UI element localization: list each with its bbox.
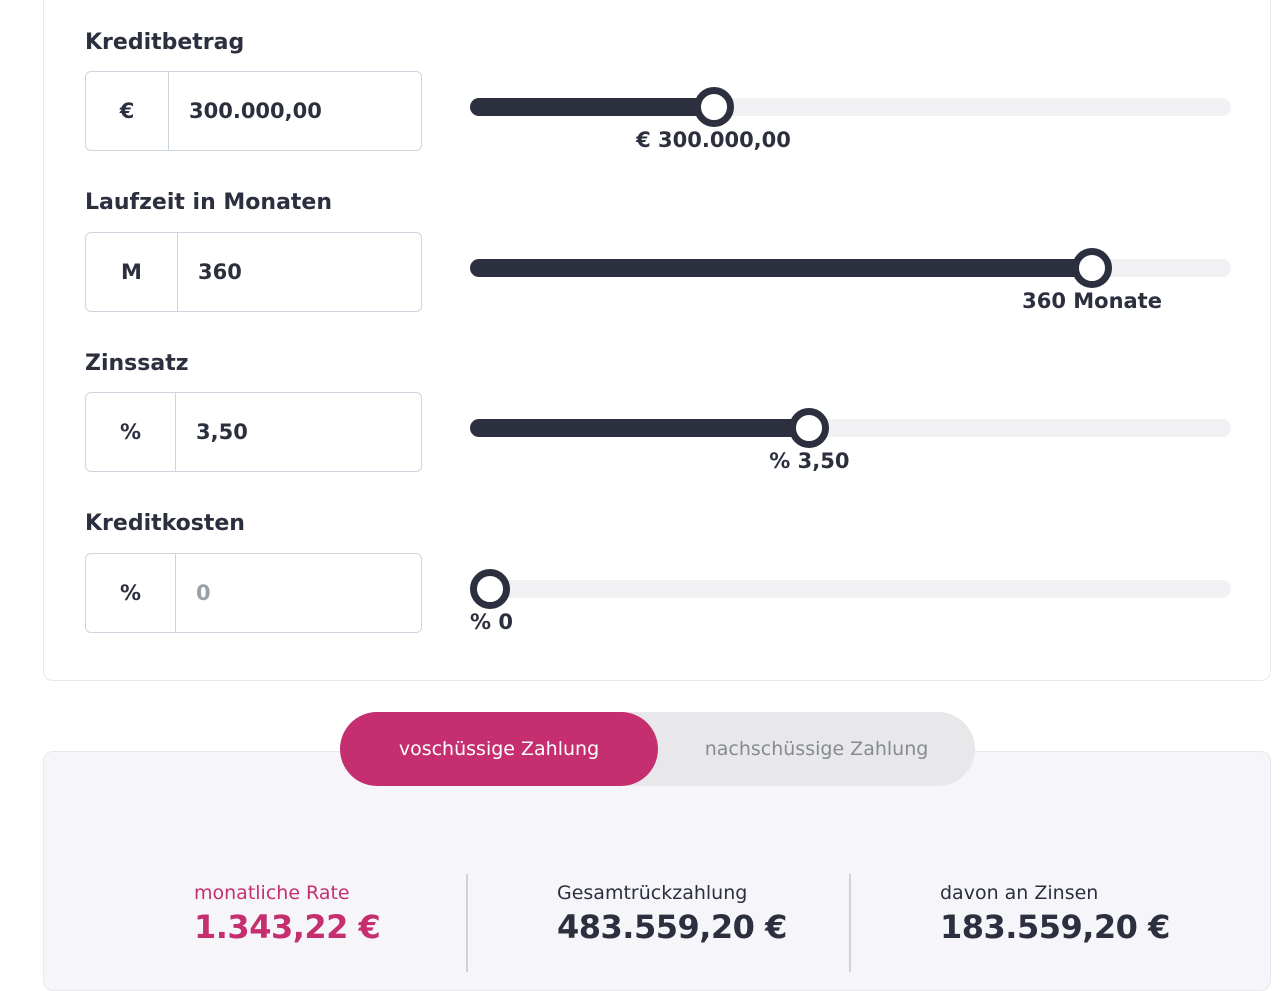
results-panel xyxy=(43,751,1271,991)
term-months-slider[interactable]: 360 Monate xyxy=(470,248,1231,313)
loan-amount-label: Kreditbetrag xyxy=(85,30,245,55)
months-prefix: M xyxy=(86,233,178,311)
term-months-slider-caption: 360 Monate xyxy=(1022,289,1162,313)
credit-costs-label: Kreditkosten xyxy=(85,511,245,536)
credit-costs-slider[interactable]: % 0 xyxy=(470,569,1231,634)
interest-rate-input[interactable] xyxy=(176,393,421,471)
term-months-slider-fill xyxy=(470,259,1093,277)
interest-total-label: davon an Zinsen xyxy=(940,882,1099,904)
credit-costs-input[interactable] xyxy=(176,554,421,632)
payment-timing-toggle: voschüssige Zahlung nachschüssige Zahlun… xyxy=(340,712,975,786)
arrears-payment-option[interactable]: nachschüssige Zahlung xyxy=(704,738,929,760)
interest-rate-slider[interactable]: % 3,50 xyxy=(470,408,1231,473)
credit-costs-slider-thumb[interactable] xyxy=(470,569,510,609)
interest-total-result: davon an Zinsen 183.559,20 € xyxy=(940,880,1170,970)
advance-payment-option[interactable]: voschüssige Zahlung xyxy=(340,712,658,786)
term-months-slider-thumb[interactable] xyxy=(1072,248,1113,288)
loan-amount-slider-thumb[interactable] xyxy=(693,87,734,127)
total-repayment-result: Gesamtrückzahlung 483.559,20 € xyxy=(557,880,787,970)
term-months-label: Laufzeit in Monaten xyxy=(85,190,333,215)
loan-amount-slider[interactable]: € 300.000,00 xyxy=(470,87,1231,152)
monthly-rate-result: monatliche Rate 1.343,22 € xyxy=(194,880,381,970)
interest-rate-slider-fill xyxy=(470,419,810,437)
result-divider xyxy=(466,874,468,972)
loan-amount-slider-fill xyxy=(470,98,714,116)
interest-total-value: 183.559,20 € xyxy=(940,908,1170,946)
monthly-rate-label: monatliche Rate xyxy=(194,882,350,904)
result-divider xyxy=(849,874,851,972)
interest-rate-slider-caption: % 3,50 xyxy=(769,449,850,473)
percent-prefix: % xyxy=(86,393,176,471)
loan-amount-input[interactable] xyxy=(169,72,421,150)
term-months-input[interactable] xyxy=(178,233,421,311)
credit-costs-slider-caption: % 0 xyxy=(470,610,513,634)
interest-rate-slider-thumb[interactable] xyxy=(789,408,830,448)
monthly-rate-value: 1.343,22 € xyxy=(194,908,381,946)
credit-costs-field: % xyxy=(85,553,422,633)
loan-amount-slider-caption: € 300.000,00 xyxy=(636,128,791,152)
term-months-field: M xyxy=(85,232,422,312)
total-repayment-value: 483.559,20 € xyxy=(557,908,787,946)
interest-rate-field: % xyxy=(85,392,422,472)
total-repayment-label: Gesamtrückzahlung xyxy=(557,882,748,904)
percent-prefix: % xyxy=(86,554,176,632)
loan-amount-field: € xyxy=(85,71,422,151)
euro-prefix: € xyxy=(86,72,169,150)
interest-rate-label: Zinssatz xyxy=(85,351,189,376)
